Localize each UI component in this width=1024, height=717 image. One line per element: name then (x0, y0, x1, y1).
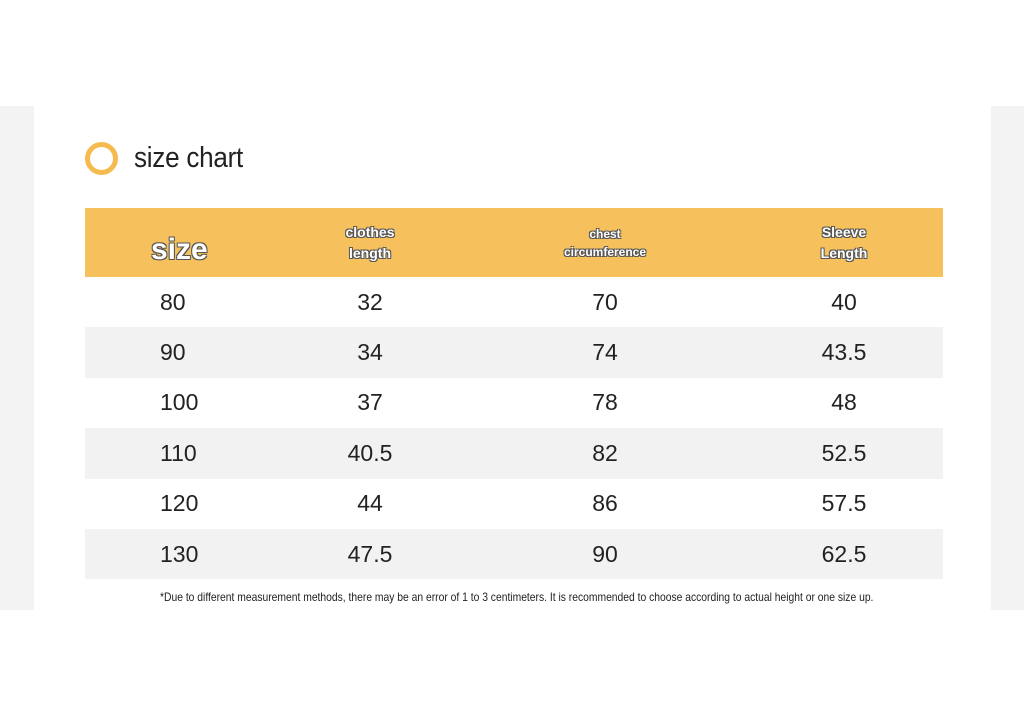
cell-clothes-length: 32 (357, 288, 383, 315)
cell-size: 120 (160, 490, 199, 517)
header-sleeve-length: Sleeve Length (745, 208, 943, 277)
size-table: size clothes length chest circumference … (85, 208, 943, 580)
header-chest-line1: chest (589, 226, 621, 241)
cell-size: 110 (85, 428, 275, 479)
cell-sleeve-length: 48 (831, 389, 857, 416)
header-clothes-length-line1: clothes (345, 223, 395, 240)
cell-chest: 74 (465, 327, 745, 378)
header-clothes-length-line2: length (349, 244, 391, 261)
table-row: 130 47.5 90 62.5 (85, 528, 943, 580)
header-clothes-length: clothes length (275, 208, 465, 277)
cell-sleeve-length: 43.5 (745, 327, 943, 378)
table-header-row: size clothes length chest circumference … (85, 208, 943, 277)
cell-size: 100 (160, 389, 199, 416)
page-title: size chart (134, 141, 243, 174)
table-row: 80 32 70 40 (85, 277, 943, 327)
header-sleeve-line2: Length (820, 244, 868, 261)
cell-chest: 70 (592, 288, 618, 315)
table-row: 120 44 86 57.5 (85, 479, 943, 529)
cell-sleeve-length: 52.5 (745, 428, 943, 479)
table-row: 90 34 74 43.5 (85, 327, 943, 378)
cell-clothes-length: 40.5 (275, 428, 465, 479)
cell-clothes-length: 34 (275, 327, 465, 378)
cell-size: 90 (85, 327, 275, 378)
table-row: 110 40.5 82 52.5 (85, 428, 943, 479)
measurement-note: *Due to different measurement methods, t… (160, 590, 874, 604)
header-chest-circumference: chest circumference (465, 208, 745, 277)
cell-clothes-length: 37 (357, 389, 383, 416)
header-chest-line2: circumference (563, 244, 647, 259)
cell-sleeve-length: 40 (831, 288, 857, 315)
table-row: 100 37 78 48 (85, 378, 943, 428)
circle-ring-icon (85, 141, 118, 175)
header-size: size (85, 208, 275, 277)
header-size-label: size (151, 232, 208, 266)
cell-sleeve-length: 62.5 (745, 528, 943, 580)
cell-clothes-length: 47.5 (275, 528, 465, 580)
cell-sleeve-length: 57.5 (821, 490, 867, 517)
cell-size: 80 (160, 288, 186, 315)
cell-chest: 90 (465, 528, 745, 580)
cell-chest: 78 (592, 389, 618, 416)
cell-chest: 82 (465, 428, 745, 479)
title-row: size chart (85, 138, 255, 178)
cell-size: 130 (85, 528, 275, 580)
header-sleeve-line1: Sleeve (821, 223, 867, 240)
cell-clothes-length: 44 (357, 490, 383, 517)
cell-chest: 86 (592, 490, 618, 517)
right-background-strip (991, 106, 1024, 610)
left-background-strip (0, 106, 34, 610)
